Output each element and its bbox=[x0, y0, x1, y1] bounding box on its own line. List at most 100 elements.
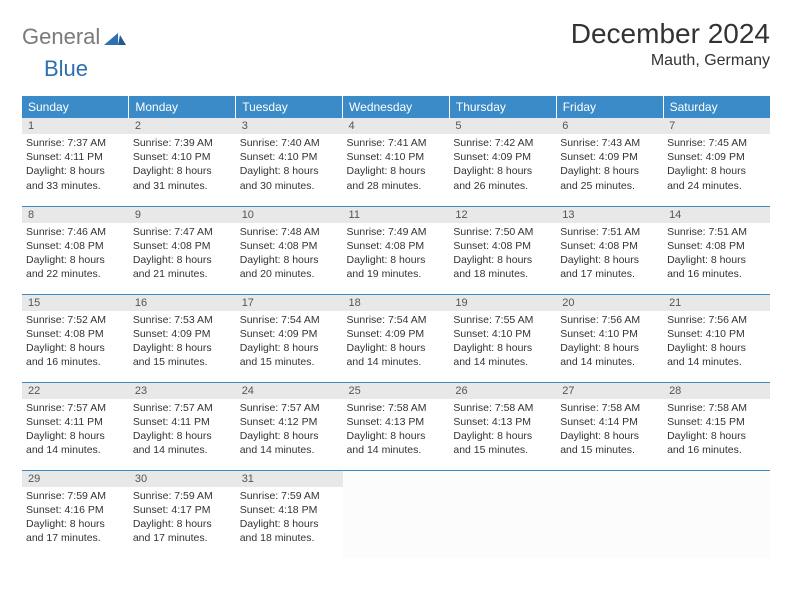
weekday-header: Sunday bbox=[22, 96, 129, 118]
day-number: 7 bbox=[663, 118, 770, 134]
calendar-week-row: 29Sunrise: 7:59 AMSunset: 4:16 PMDayligh… bbox=[22, 470, 770, 558]
calendar-day-cell: 31Sunrise: 7:59 AMSunset: 4:18 PMDayligh… bbox=[236, 470, 343, 558]
calendar-table: SundayMondayTuesdayWednesdayThursdayFrid… bbox=[22, 96, 770, 558]
day-data: Sunrise: 7:52 AMSunset: 4:08 PMDaylight:… bbox=[22, 311, 129, 373]
day-data: Sunrise: 7:59 AMSunset: 4:17 PMDaylight:… bbox=[129, 487, 236, 549]
day-number: 30 bbox=[129, 471, 236, 487]
day-number: 3 bbox=[236, 118, 343, 134]
calendar-day-cell: 26Sunrise: 7:58 AMSunset: 4:13 PMDayligh… bbox=[449, 382, 556, 470]
month-title: December 2024 bbox=[571, 18, 770, 50]
calendar-week-row: 1Sunrise: 7:37 AMSunset: 4:11 PMDaylight… bbox=[22, 118, 770, 206]
day-number: 16 bbox=[129, 295, 236, 311]
day-number: 12 bbox=[449, 207, 556, 223]
day-data: Sunrise: 7:58 AMSunset: 4:15 PMDaylight:… bbox=[663, 399, 770, 461]
day-number: 15 bbox=[22, 295, 129, 311]
calendar-day-cell: 24Sunrise: 7:57 AMSunset: 4:12 PMDayligh… bbox=[236, 382, 343, 470]
day-data: Sunrise: 7:40 AMSunset: 4:10 PMDaylight:… bbox=[236, 134, 343, 196]
day-data: Sunrise: 7:59 AMSunset: 4:18 PMDaylight:… bbox=[236, 487, 343, 549]
calendar-day-cell: 14Sunrise: 7:51 AMSunset: 4:08 PMDayligh… bbox=[663, 206, 770, 294]
calendar-day-cell: 18Sunrise: 7:54 AMSunset: 4:09 PMDayligh… bbox=[343, 294, 450, 382]
day-number: 27 bbox=[556, 383, 663, 399]
day-number: 5 bbox=[449, 118, 556, 134]
day-number: 22 bbox=[22, 383, 129, 399]
day-number: 11 bbox=[343, 207, 450, 223]
calendar-day-cell: 22Sunrise: 7:57 AMSunset: 4:11 PMDayligh… bbox=[22, 382, 129, 470]
logo-text-blue: Blue bbox=[22, 56, 88, 82]
calendar-day-cell: 9Sunrise: 7:47 AMSunset: 4:08 PMDaylight… bbox=[129, 206, 236, 294]
day-data: Sunrise: 7:47 AMSunset: 4:08 PMDaylight:… bbox=[129, 223, 236, 285]
day-number: 2 bbox=[129, 118, 236, 134]
calendar-day-cell bbox=[556, 470, 663, 558]
weekday-header: Thursday bbox=[449, 96, 556, 118]
calendar-day-cell: 19Sunrise: 7:55 AMSunset: 4:10 PMDayligh… bbox=[449, 294, 556, 382]
calendar-day-cell: 5Sunrise: 7:42 AMSunset: 4:09 PMDaylight… bbox=[449, 118, 556, 206]
calendar-day-cell: 15Sunrise: 7:52 AMSunset: 4:08 PMDayligh… bbox=[22, 294, 129, 382]
day-data: Sunrise: 7:51 AMSunset: 4:08 PMDaylight:… bbox=[663, 223, 770, 285]
location: Mauth, Germany bbox=[571, 52, 770, 70]
day-data: Sunrise: 7:58 AMSunset: 4:13 PMDaylight:… bbox=[343, 399, 450, 461]
day-data: Sunrise: 7:39 AMSunset: 4:10 PMDaylight:… bbox=[129, 134, 236, 196]
day-data: Sunrise: 7:56 AMSunset: 4:10 PMDaylight:… bbox=[556, 311, 663, 373]
calendar-day-cell bbox=[343, 470, 450, 558]
day-data: Sunrise: 7:58 AMSunset: 4:14 PMDaylight:… bbox=[556, 399, 663, 461]
calendar-day-cell: 7Sunrise: 7:45 AMSunset: 4:09 PMDaylight… bbox=[663, 118, 770, 206]
calendar-day-cell: 23Sunrise: 7:57 AMSunset: 4:11 PMDayligh… bbox=[129, 382, 236, 470]
calendar-day-cell: 17Sunrise: 7:54 AMSunset: 4:09 PMDayligh… bbox=[236, 294, 343, 382]
weekday-header: Monday bbox=[129, 96, 236, 118]
calendar-week-row: 15Sunrise: 7:52 AMSunset: 4:08 PMDayligh… bbox=[22, 294, 770, 382]
day-data: Sunrise: 7:53 AMSunset: 4:09 PMDaylight:… bbox=[129, 311, 236, 373]
logo-mark-icon bbox=[104, 27, 126, 48]
calendar-day-cell: 29Sunrise: 7:59 AMSunset: 4:16 PMDayligh… bbox=[22, 470, 129, 558]
calendar-week-row: 22Sunrise: 7:57 AMSunset: 4:11 PMDayligh… bbox=[22, 382, 770, 470]
weekday-header: Friday bbox=[556, 96, 663, 118]
calendar-day-cell: 10Sunrise: 7:48 AMSunset: 4:08 PMDayligh… bbox=[236, 206, 343, 294]
day-data: Sunrise: 7:56 AMSunset: 4:10 PMDaylight:… bbox=[663, 311, 770, 373]
day-number: 18 bbox=[343, 295, 450, 311]
calendar-day-cell: 6Sunrise: 7:43 AMSunset: 4:09 PMDaylight… bbox=[556, 118, 663, 206]
weekday-header: Saturday bbox=[663, 96, 770, 118]
calendar-day-cell: 11Sunrise: 7:49 AMSunset: 4:08 PMDayligh… bbox=[343, 206, 450, 294]
calendar-day-cell: 13Sunrise: 7:51 AMSunset: 4:08 PMDayligh… bbox=[556, 206, 663, 294]
calendar-day-cell bbox=[663, 470, 770, 558]
day-data: Sunrise: 7:37 AMSunset: 4:11 PMDaylight:… bbox=[22, 134, 129, 196]
calendar-body: 1Sunrise: 7:37 AMSunset: 4:11 PMDaylight… bbox=[22, 118, 770, 558]
day-number: 14 bbox=[663, 207, 770, 223]
title-block: December 2024 Mauth, Germany bbox=[571, 18, 770, 70]
calendar-day-cell: 3Sunrise: 7:40 AMSunset: 4:10 PMDaylight… bbox=[236, 118, 343, 206]
day-data: Sunrise: 7:54 AMSunset: 4:09 PMDaylight:… bbox=[343, 311, 450, 373]
day-data: Sunrise: 7:49 AMSunset: 4:08 PMDaylight:… bbox=[343, 223, 450, 285]
calendar-day-cell: 25Sunrise: 7:58 AMSunset: 4:13 PMDayligh… bbox=[343, 382, 450, 470]
day-number: 20 bbox=[556, 295, 663, 311]
day-number: 23 bbox=[129, 383, 236, 399]
day-data: Sunrise: 7:54 AMSunset: 4:09 PMDaylight:… bbox=[236, 311, 343, 373]
day-number: 21 bbox=[663, 295, 770, 311]
day-number: 8 bbox=[22, 207, 129, 223]
calendar-day-cell: 21Sunrise: 7:56 AMSunset: 4:10 PMDayligh… bbox=[663, 294, 770, 382]
weekday-header-row: SundayMondayTuesdayWednesdayThursdayFrid… bbox=[22, 96, 770, 118]
calendar-day-cell: 4Sunrise: 7:41 AMSunset: 4:10 PMDaylight… bbox=[343, 118, 450, 206]
day-number: 26 bbox=[449, 383, 556, 399]
day-data: Sunrise: 7:55 AMSunset: 4:10 PMDaylight:… bbox=[449, 311, 556, 373]
day-number: 31 bbox=[236, 471, 343, 487]
day-data: Sunrise: 7:42 AMSunset: 4:09 PMDaylight:… bbox=[449, 134, 556, 196]
calendar-day-cell: 16Sunrise: 7:53 AMSunset: 4:09 PMDayligh… bbox=[129, 294, 236, 382]
calendar-day-cell bbox=[449, 470, 556, 558]
day-data: Sunrise: 7:59 AMSunset: 4:16 PMDaylight:… bbox=[22, 487, 129, 549]
calendar-day-cell: 30Sunrise: 7:59 AMSunset: 4:17 PMDayligh… bbox=[129, 470, 236, 558]
day-data: Sunrise: 7:41 AMSunset: 4:10 PMDaylight:… bbox=[343, 134, 450, 196]
logo: General bbox=[22, 18, 128, 50]
day-number: 1 bbox=[22, 118, 129, 134]
calendar-week-row: 8Sunrise: 7:46 AMSunset: 4:08 PMDaylight… bbox=[22, 206, 770, 294]
day-number: 19 bbox=[449, 295, 556, 311]
day-data: Sunrise: 7:43 AMSunset: 4:09 PMDaylight:… bbox=[556, 134, 663, 196]
calendar-day-cell: 1Sunrise: 7:37 AMSunset: 4:11 PMDaylight… bbox=[22, 118, 129, 206]
day-number: 10 bbox=[236, 207, 343, 223]
day-data: Sunrise: 7:45 AMSunset: 4:09 PMDaylight:… bbox=[663, 134, 770, 196]
weekday-header: Wednesday bbox=[343, 96, 450, 118]
day-data: Sunrise: 7:57 AMSunset: 4:11 PMDaylight:… bbox=[129, 399, 236, 461]
day-data: Sunrise: 7:48 AMSunset: 4:08 PMDaylight:… bbox=[236, 223, 343, 285]
day-number: 17 bbox=[236, 295, 343, 311]
calendar-day-cell: 12Sunrise: 7:50 AMSunset: 4:08 PMDayligh… bbox=[449, 206, 556, 294]
day-data: Sunrise: 7:50 AMSunset: 4:08 PMDaylight:… bbox=[449, 223, 556, 285]
day-number: 9 bbox=[129, 207, 236, 223]
